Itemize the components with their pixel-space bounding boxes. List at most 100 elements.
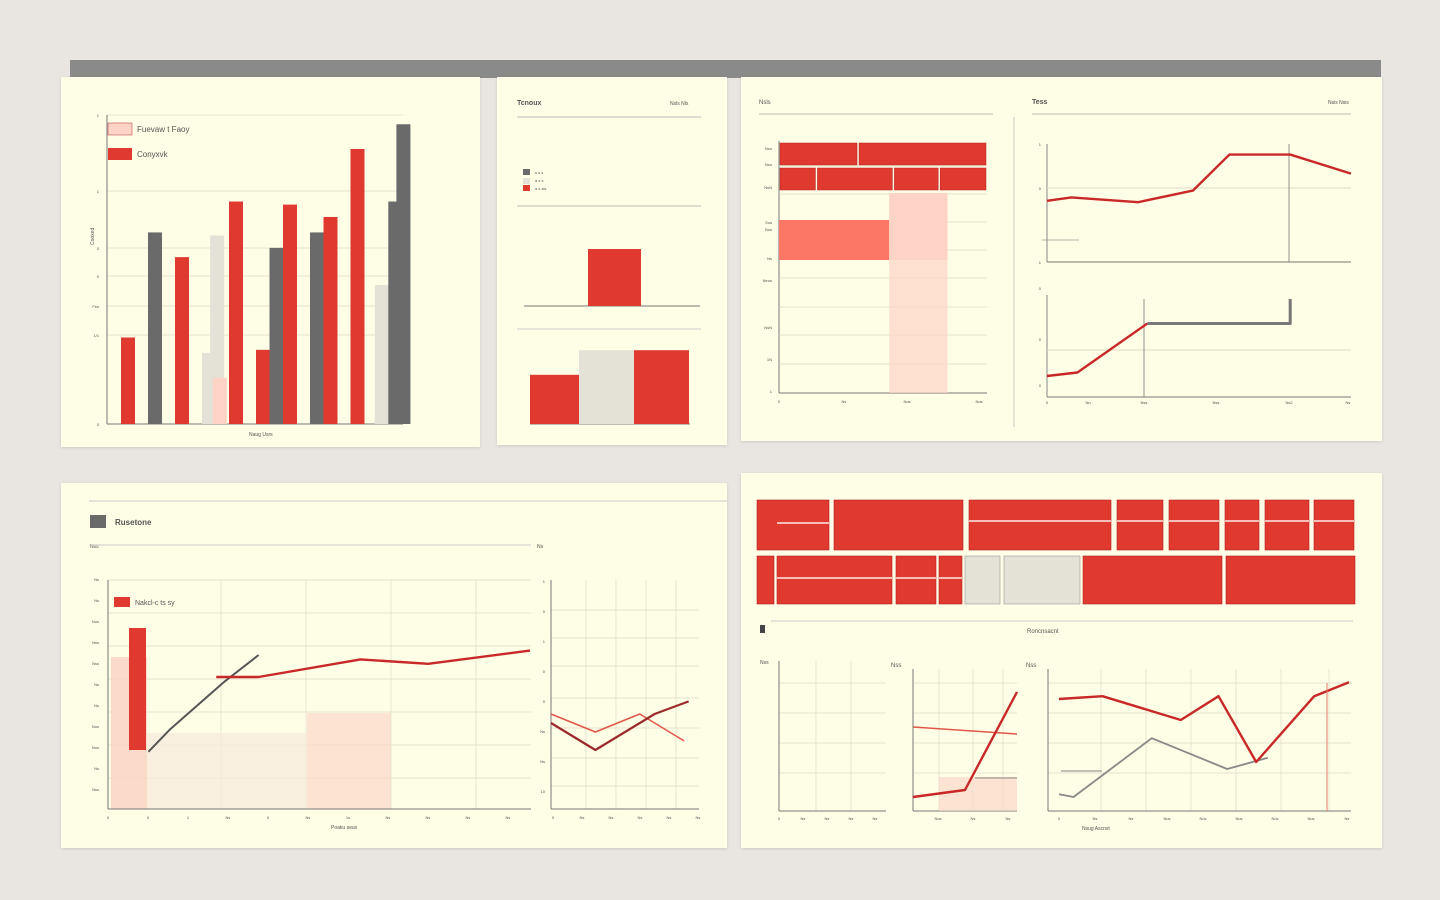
x-tick-label: Ns	[1345, 816, 1350, 821]
y-tick-label: Ns	[94, 703, 99, 708]
x-tick-label: Nos	[934, 816, 941, 821]
chart-5: Rusetone Nss Ns Ns Ns Nus Nss Nss Ns Ns Nos Nos N…	[89, 500, 727, 831]
x-tick-label: 0	[778, 399, 781, 404]
legend-header-swatch	[90, 515, 106, 528]
y-tick-label: Nos	[92, 745, 99, 750]
small-bar-panel: Tcnoux Nsls Nls s s s a s s a s sls	[497, 77, 727, 445]
y-tick-label: Nsn	[765, 146, 772, 151]
bar	[175, 257, 189, 424]
y-tick-label: Nss	[92, 787, 99, 792]
y-tick-label: Ns	[540, 729, 545, 734]
block	[833, 499, 964, 551]
x-tick-label: Ns	[696, 815, 701, 820]
bar	[148, 232, 162, 424]
bar	[256, 349, 270, 424]
top-bar	[70, 60, 1381, 78]
bar	[579, 350, 634, 424]
y-tick-label: 0	[543, 669, 546, 674]
stacked-segment	[817, 167, 893, 191]
y-tick-label: 1N	[767, 357, 772, 362]
x-tick-label: Nss	[1213, 400, 1220, 405]
panel-corner-label: Nsls Nls	[670, 101, 689, 107]
x-tick-label: Ns	[1129, 816, 1134, 821]
bar	[269, 247, 284, 424]
bar-chart-panel: Fuevaw t Faoy Conyxvk Cooxed Naug Usrs 0…	[61, 77, 480, 447]
block	[1225, 555, 1356, 605]
x-tick-label: 1s	[346, 815, 350, 820]
area	[889, 193, 948, 260]
y-tick-label: 1	[543, 639, 546, 644]
x-tick-label: Ns	[667, 815, 672, 820]
stacked-segment	[858, 142, 987, 166]
y-tick-label: Nss	[92, 640, 99, 645]
x-tick-label: 0	[552, 815, 555, 820]
chart-3-4: Nsls Nsn Nsn NsN Sus Bus Ns Neus NsN 1N 1 0 Ns Nos N…	[759, 99, 1352, 427]
y-tick-label: 0	[1039, 337, 1042, 342]
x-tick-label: Ns	[306, 815, 311, 820]
y-tick-label: 0	[1039, 383, 1042, 388]
y-tick-label: Ns	[94, 598, 99, 603]
x-tick-label: Ns	[825, 816, 830, 821]
block	[1313, 499, 1355, 551]
y-label-top: Nss	[90, 544, 99, 550]
mixed-line-panel: Rusetone Nss Ns Ns Ns Nus Nss Nss Ns Ns Nos Nos N…	[61, 483, 727, 848]
y-tick-label: 0	[543, 699, 546, 704]
x-tick-label: Nos	[1271, 816, 1278, 821]
x-tick-label: 1	[187, 815, 190, 820]
stacked-and-line-panel: Nsls Nsn Nsn NsN Sus Bus Ns Neus NsN 1N 1 0 Ns Nos N…	[741, 77, 1382, 441]
area	[939, 777, 1017, 811]
x-tick-label: Ns	[226, 815, 231, 820]
x-axis-label: Poaku seus	[331, 825, 358, 831]
x-tick-label: Ns	[580, 815, 585, 820]
bar	[129, 628, 146, 750]
y-tick-label: 1	[97, 113, 100, 118]
x-tick-label: Nos	[1235, 816, 1242, 821]
y-tick-label: 10	[541, 789, 546, 794]
stacked-segment	[894, 167, 939, 191]
y-tick-label: Ns	[767, 256, 772, 261]
right-red-line	[550, 713, 685, 742]
legend-swatch	[114, 597, 130, 607]
area	[147, 733, 307, 809]
legend-swatch-2	[523, 178, 530, 184]
y-tick-label: Nss	[92, 661, 99, 666]
y-tick-label: Ns	[94, 577, 99, 582]
x-tick-label: Ns	[506, 815, 511, 820]
y-tick-label: 0	[543, 609, 546, 614]
y-tick-label: 1	[1039, 260, 1042, 265]
y-label-2: Nss	[891, 663, 901, 669]
y-tick-label: 1	[1039, 142, 1042, 147]
block	[756, 555, 775, 605]
x-tick-label: Ns	[1346, 400, 1351, 405]
y-tick-label: Nos	[92, 724, 99, 729]
y-tick-label: 1	[770, 389, 773, 394]
bar	[350, 148, 365, 424]
chart-6: Roncnsacnt 0 Ns Ns Ns Ns Nos Ns Ns 0 Ns Ns Nos Nos No…	[756, 499, 1356, 832]
x-tick-label: Ns	[1093, 816, 1098, 821]
block	[964, 555, 1001, 605]
legend-label-3: a s sls	[535, 186, 546, 191]
block	[968, 499, 1112, 551]
legend-label-2: Conyxvk	[137, 150, 169, 159]
section-marker	[760, 625, 765, 633]
y-tick-label: 0	[1039, 186, 1042, 191]
y-tick-label: 1	[543, 579, 546, 584]
panel-corner-label: Nsls	[759, 100, 771, 106]
x-tick-label: Ns	[971, 816, 976, 821]
block	[1116, 499, 1164, 551]
lower-series-line	[1046, 322, 1149, 378]
block	[1168, 499, 1220, 551]
bar	[121, 337, 135, 424]
legend-header: Rusetone	[115, 518, 152, 527]
x-tick-label: Ns	[609, 815, 614, 820]
lower-step-line	[1147, 299, 1292, 325]
x-tick-label: Ns	[849, 816, 854, 821]
y-tick-label: 0	[1039, 286, 1042, 291]
red-series-line	[216, 649, 531, 679]
legend-swatch-3	[523, 185, 530, 191]
x-tick-label: Ns	[466, 815, 471, 820]
y-tick-label: Sus	[765, 220, 772, 225]
y-tick-label: 1	[97, 189, 100, 194]
y-tick-label: Neus	[763, 278, 772, 283]
block	[895, 555, 937, 605]
